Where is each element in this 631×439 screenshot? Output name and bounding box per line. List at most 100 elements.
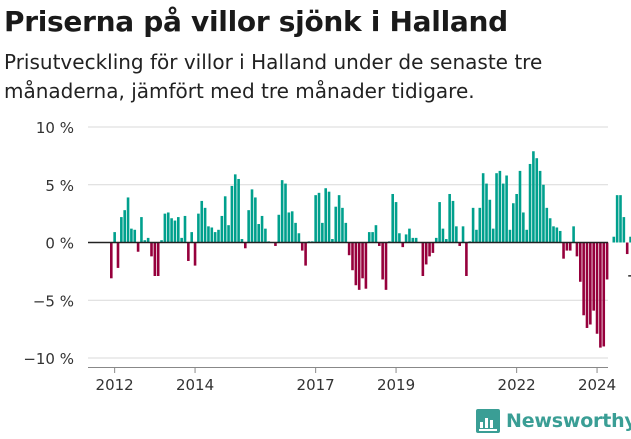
bar (568, 242, 572, 251)
x-tick-label: 2019 (377, 376, 415, 394)
bar (461, 226, 465, 243)
bar (589, 242, 592, 325)
bar (512, 203, 515, 243)
bar (317, 192, 321, 243)
bar (562, 242, 565, 259)
bar (579, 242, 582, 282)
bar (394, 202, 398, 243)
newsworthy-chart-icon (476, 409, 500, 433)
bar (565, 242, 569, 251)
bar (518, 170, 522, 243)
y-tick-label: −5 % (33, 292, 74, 310)
bar (123, 210, 126, 243)
bar (284, 183, 287, 243)
bar (337, 195, 341, 243)
bar (177, 217, 180, 243)
bar (220, 215, 224, 243)
y-tick-label: −10 % (23, 350, 74, 368)
annotation-layer: −1 % (627, 266, 631, 285)
y-tick-label: 10 % (36, 119, 74, 137)
bar (538, 170, 542, 243)
bar (126, 197, 130, 243)
bar (160, 240, 163, 243)
bar (213, 232, 217, 243)
x-tick-label: 2024 (578, 376, 616, 394)
bar (498, 170, 502, 243)
bar (217, 229, 220, 243)
bar (190, 232, 193, 243)
bar (264, 228, 267, 243)
bar (505, 175, 508, 243)
bar (113, 232, 116, 243)
bar (210, 227, 214, 243)
bar (227, 225, 230, 243)
bar (274, 242, 277, 246)
bar (501, 183, 505, 243)
bar (331, 239, 334, 243)
bar (324, 188, 327, 243)
bar (401, 242, 405, 248)
bar (233, 174, 237, 243)
chart-subtitle: Prisutveckling för villor i Halland unde… (4, 50, 543, 103)
bar (116, 242, 120, 268)
bar (371, 232, 374, 243)
chart-title: Priserna på villor sjönk i Halland (4, 5, 508, 38)
bar (582, 242, 585, 316)
bar (485, 183, 488, 243)
bar (321, 222, 324, 243)
bar (300, 242, 304, 251)
bar (445, 239, 448, 243)
bar (451, 200, 455, 243)
bar (146, 237, 150, 243)
bar (357, 242, 361, 290)
bar (378, 242, 381, 246)
axis-layer (88, 241, 608, 368)
last-value-annotation: −1 % (627, 266, 631, 285)
bar (153, 242, 157, 276)
bar (428, 242, 431, 257)
y-tick-label: 5 % (45, 177, 74, 195)
bar (173, 220, 177, 243)
bar (180, 237, 183, 243)
bar (495, 173, 498, 243)
bar (558, 230, 562, 243)
bar (585, 242, 589, 328)
bar (223, 196, 227, 243)
bar (411, 237, 415, 243)
bar (391, 193, 394, 243)
bar (170, 218, 173, 243)
bar (166, 212, 170, 243)
bar (602, 242, 606, 347)
bar (481, 173, 485, 243)
bar (599, 242, 602, 348)
bar (277, 214, 281, 243)
bar (605, 242, 609, 280)
bar (619, 195, 622, 243)
bar (595, 242, 599, 334)
bar (575, 242, 579, 257)
bar (384, 242, 388, 290)
bar (555, 227, 559, 243)
x-tick-label: 2014 (176, 376, 214, 394)
bar (260, 215, 264, 243)
bar (361, 242, 364, 279)
bar (535, 158, 539, 243)
bar-layer (110, 151, 631, 348)
bar (615, 195, 619, 243)
x-tick-label: 2022 (498, 376, 536, 394)
bar (431, 242, 435, 253)
bar (455, 226, 458, 243)
newsworthy-logo[interactable]: Newsworthy (476, 407, 631, 435)
bar (367, 232, 371, 243)
bar (244, 242, 247, 249)
grid-layer (88, 126, 608, 359)
bar (438, 202, 441, 243)
bar (203, 207, 207, 243)
bar (592, 242, 595, 311)
bar (297, 233, 301, 243)
bar (290, 211, 294, 243)
bar (424, 242, 428, 265)
bar (197, 213, 200, 243)
bar (491, 228, 495, 243)
